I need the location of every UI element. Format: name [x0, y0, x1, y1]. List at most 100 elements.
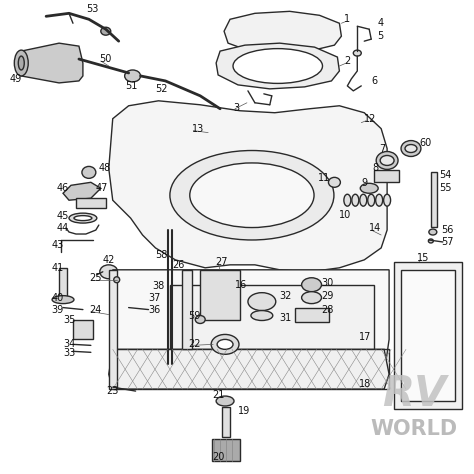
Text: 52: 52 [155, 84, 168, 94]
Bar [109, 270, 117, 389]
Text: 35: 35 [63, 315, 75, 325]
Text: 59: 59 [188, 310, 201, 320]
Polygon shape [216, 43, 339, 89]
Text: 30: 30 [321, 278, 334, 288]
Text: 48: 48 [99, 164, 111, 173]
Ellipse shape [301, 292, 321, 304]
Text: 51: 51 [126, 81, 138, 91]
Text: 5: 5 [377, 31, 383, 41]
Text: 39: 39 [51, 305, 64, 315]
Polygon shape [224, 11, 341, 53]
Ellipse shape [360, 183, 378, 193]
Text: 43: 43 [51, 240, 64, 250]
Bar [200, 270, 240, 319]
Text: 19: 19 [238, 406, 250, 416]
Ellipse shape [217, 339, 233, 349]
Text: 17: 17 [359, 332, 372, 342]
Text: 13: 13 [192, 124, 204, 134]
Bar [295, 308, 329, 321]
Text: 21: 21 [212, 390, 225, 400]
Text: 9: 9 [361, 178, 367, 188]
Text: 50: 50 [99, 54, 111, 64]
Bar [113, 349, 389, 389]
Ellipse shape [248, 292, 276, 310]
Text: RV: RV [382, 373, 446, 415]
Bar [374, 170, 399, 182]
Bar [182, 270, 192, 349]
Text: 54: 54 [439, 170, 451, 181]
Text: 28: 28 [321, 305, 334, 315]
Ellipse shape [14, 50, 28, 76]
Text: 22: 22 [188, 339, 201, 349]
Ellipse shape [429, 229, 437, 235]
Text: 25: 25 [89, 273, 101, 283]
Text: 11: 11 [318, 173, 330, 183]
Ellipse shape [383, 194, 391, 206]
Text: 34: 34 [63, 339, 75, 349]
Ellipse shape [74, 216, 92, 220]
Text: 31: 31 [280, 312, 292, 322]
Ellipse shape [233, 49, 322, 83]
Polygon shape [16, 43, 83, 83]
Text: 23: 23 [106, 386, 118, 396]
Ellipse shape [114, 277, 120, 283]
Bar [431, 173, 437, 227]
Text: 12: 12 [364, 114, 377, 124]
Text: 58: 58 [155, 250, 168, 260]
Bar [212, 439, 240, 461]
Ellipse shape [301, 278, 321, 292]
Text: 32: 32 [280, 291, 292, 301]
Text: 57: 57 [441, 237, 453, 247]
Text: 24: 24 [89, 305, 101, 315]
Text: 10: 10 [339, 210, 352, 220]
Text: 2: 2 [345, 56, 351, 66]
Text: 44: 44 [56, 223, 68, 233]
Polygon shape [63, 182, 101, 200]
Ellipse shape [368, 194, 374, 206]
Text: 45: 45 [56, 211, 68, 221]
Text: 15: 15 [417, 253, 429, 263]
Ellipse shape [360, 194, 367, 206]
Text: 55: 55 [439, 183, 451, 193]
Text: 6: 6 [371, 76, 377, 86]
Ellipse shape [128, 296, 143, 304]
Text: 33: 33 [63, 348, 75, 358]
Ellipse shape [195, 316, 205, 323]
Bar [170, 285, 374, 359]
Ellipse shape [52, 296, 74, 304]
Polygon shape [109, 349, 389, 389]
Text: 36: 36 [148, 305, 161, 315]
Text: 1: 1 [345, 14, 350, 24]
Ellipse shape [251, 310, 273, 320]
Bar [76, 198, 106, 208]
Ellipse shape [211, 335, 239, 354]
Bar [59, 268, 67, 296]
Text: 4: 4 [377, 18, 383, 28]
Ellipse shape [69, 213, 97, 223]
Text: WORLD: WORLD [370, 419, 457, 439]
Text: 38: 38 [153, 281, 165, 291]
Text: 47: 47 [96, 183, 108, 193]
Text: 20: 20 [212, 452, 225, 462]
Text: 3: 3 [233, 103, 239, 113]
Ellipse shape [376, 152, 398, 169]
Text: 41: 41 [51, 263, 64, 273]
Polygon shape [113, 270, 389, 374]
Ellipse shape [428, 239, 433, 243]
Ellipse shape [344, 194, 351, 206]
Text: 14: 14 [369, 223, 382, 233]
Ellipse shape [170, 151, 334, 240]
Text: 40: 40 [51, 292, 64, 302]
Polygon shape [109, 101, 387, 272]
Bar [73, 319, 93, 339]
Ellipse shape [353, 50, 361, 56]
Text: 37: 37 [148, 292, 161, 302]
Ellipse shape [101, 27, 111, 35]
Bar [394, 262, 462, 409]
Text: 60: 60 [419, 137, 431, 147]
Ellipse shape [100, 265, 118, 279]
Text: 26: 26 [173, 260, 185, 270]
Text: 8: 8 [372, 164, 378, 173]
Text: 27: 27 [215, 257, 228, 267]
Ellipse shape [132, 284, 149, 296]
